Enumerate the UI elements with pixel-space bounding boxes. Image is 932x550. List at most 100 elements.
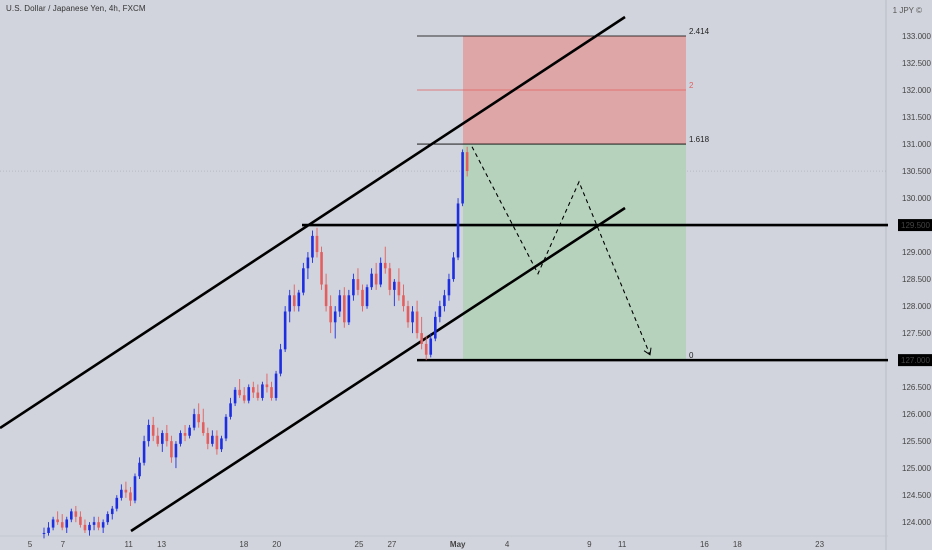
candle-body [274, 373, 278, 398]
candle-body [47, 527, 50, 533]
candle [283, 306, 287, 353]
candle-body [329, 306, 332, 323]
candle [447, 273, 451, 301]
candle [338, 289, 342, 317]
channel-lower-line [130, 206, 626, 533]
take-profit-zone [463, 144, 686, 361]
y-tick-label: 126.500 [902, 383, 931, 392]
candle-body [60, 522, 64, 528]
candle [252, 381, 255, 398]
candle [138, 457, 141, 479]
candle-body [297, 292, 301, 307]
candle-body [411, 311, 414, 323]
candle-body [324, 284, 328, 307]
x-tick-label: 18 [239, 540, 248, 549]
candle-body [338, 295, 342, 312]
y-tick-label: 124.000 [902, 518, 931, 527]
candle-body [151, 424, 155, 436]
candle-body [229, 403, 232, 417]
candle [397, 268, 401, 301]
candle [261, 381, 264, 401]
candle-body [147, 424, 150, 442]
candle [365, 284, 369, 309]
x-tick-label: 5 [28, 540, 33, 549]
candle [88, 522, 91, 536]
candle-body [315, 235, 319, 253]
candle-body [51, 519, 55, 528]
candle [211, 430, 214, 447]
x-tick-label: 11 [125, 540, 134, 549]
y-tick-label: 131.500 [902, 113, 931, 122]
forecast-arrow-head [643, 347, 652, 356]
candle-body [461, 152, 464, 204]
candle [192, 408, 196, 431]
candle [247, 384, 251, 404]
candle-body [347, 295, 351, 323]
candle [456, 198, 460, 261]
candle-body [374, 273, 378, 285]
candle-body [179, 433, 182, 444]
candle-body [388, 268, 392, 290]
candle [274, 370, 278, 401]
candle [56, 511, 59, 525]
candle [92, 516, 96, 531]
candle-body [320, 252, 323, 285]
candle-body [370, 273, 373, 288]
candle-body [402, 295, 405, 307]
candle [197, 403, 200, 428]
candle-body [302, 268, 305, 293]
candle [443, 289, 446, 312]
candle [361, 284, 364, 312]
x-tick-label: 11 [618, 540, 627, 549]
candle [206, 427, 210, 450]
candle [374, 262, 378, 290]
candle [270, 381, 273, 401]
candle-body [165, 433, 169, 442]
candle [383, 246, 387, 274]
candle [70, 508, 73, 523]
candle-body [265, 384, 269, 388]
candle [424, 335, 428, 361]
candle-body [197, 414, 200, 423]
candle-body [256, 392, 260, 398]
fib-label-0: 0 [689, 351, 694, 360]
candle [124, 481, 128, 498]
candle [388, 262, 392, 296]
x-tick-label: May [450, 540, 466, 549]
candle-body [379, 262, 382, 285]
candle-body [261, 384, 264, 398]
candle-body [242, 395, 246, 401]
x-tick-label: 18 [733, 540, 742, 549]
candle-body [124, 489, 128, 493]
candle-body [83, 524, 87, 531]
price-label-box [898, 354, 932, 367]
candle [165, 424, 169, 447]
candle-body [343, 295, 346, 323]
candle-body [233, 389, 237, 404]
candle-body [311, 235, 314, 258]
y-tick-label: 126.000 [902, 410, 931, 419]
candle [329, 295, 332, 334]
symbol-title: U.S. Dollar / Japanese Yen, 4h, FXCM [6, 4, 146, 13]
candle [434, 311, 437, 342]
candle [324, 273, 328, 312]
candle [311, 230, 314, 263]
candle-body [56, 519, 59, 523]
candle [215, 430, 219, 455]
candle-body [211, 435, 214, 444]
candle-body [283, 311, 287, 350]
candle-body [120, 489, 123, 498]
candle [224, 414, 228, 442]
x-tick-label: 7 [61, 540, 66, 549]
candle-body [443, 295, 446, 307]
candle [288, 289, 291, 323]
candle-body [333, 311, 337, 323]
channel-upper-line [0, 15, 626, 430]
candle [256, 384, 260, 401]
candle [147, 419, 150, 447]
y-tick-label: 132.500 [902, 59, 931, 68]
candle-body [70, 511, 73, 520]
candle [406, 300, 410, 328]
